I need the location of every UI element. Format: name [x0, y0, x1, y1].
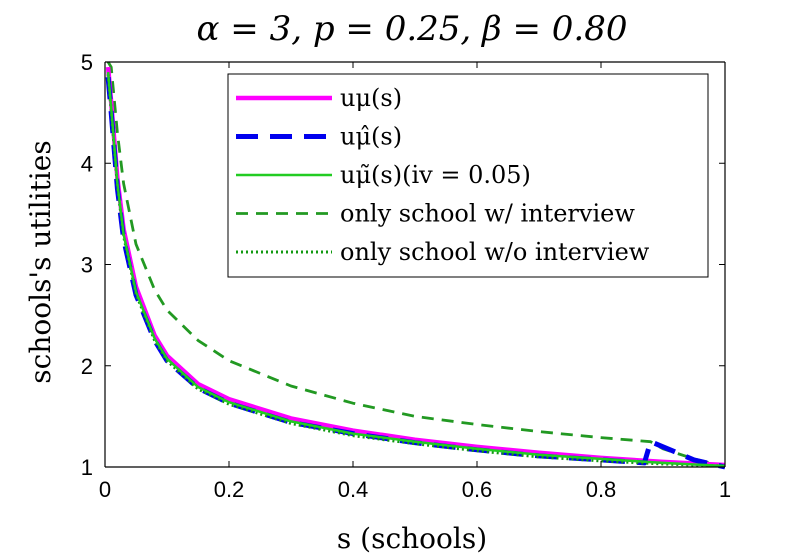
x-tick-label: 0 [99, 477, 111, 502]
x-tick-label: 1 [719, 477, 731, 502]
legend-label-2: uμ̂(s) [340, 123, 402, 151]
x-tick-label: 0.8 [586, 477, 617, 502]
series-line-4 [106, 61, 726, 469]
y-axis-label: schools's utilities [24, 140, 57, 383]
y-tick-label: 2 [81, 354, 93, 379]
chart-title: α = 3, p = 0.25, β = 0.80 [197, 9, 628, 49]
legend-label-5: only school w/o interview [340, 238, 650, 266]
y-tick-label: 3 [81, 253, 93, 278]
series-line-3 [106, 71, 726, 468]
x-axis-label: s (schools) [337, 522, 487, 555]
legend-label-1: uμ(s) [340, 84, 402, 112]
legend-label-3: uμ̃(s)(iv = 0.05) [340, 161, 531, 189]
y-tick-label: 1 [81, 455, 93, 480]
plot-area [105, 61, 726, 470]
legend-label-4: only school w/ interview [340, 200, 635, 228]
legend: uμ(s) uμ̂(s) uμ̃(s)(iv = 0.05) only school … [227, 73, 709, 278]
y-tick-label: 4 [81, 151, 93, 176]
axes: 0 0.2 0.4 0.6 0.8 1 1 2 3 4 5 [81, 50, 731, 502]
x-tick-label: 0.6 [462, 477, 493, 502]
x-tick-label: 0.2 [214, 477, 245, 502]
y-tick-label: 5 [81, 50, 93, 75]
x-tick-label: 0.4 [338, 477, 369, 502]
